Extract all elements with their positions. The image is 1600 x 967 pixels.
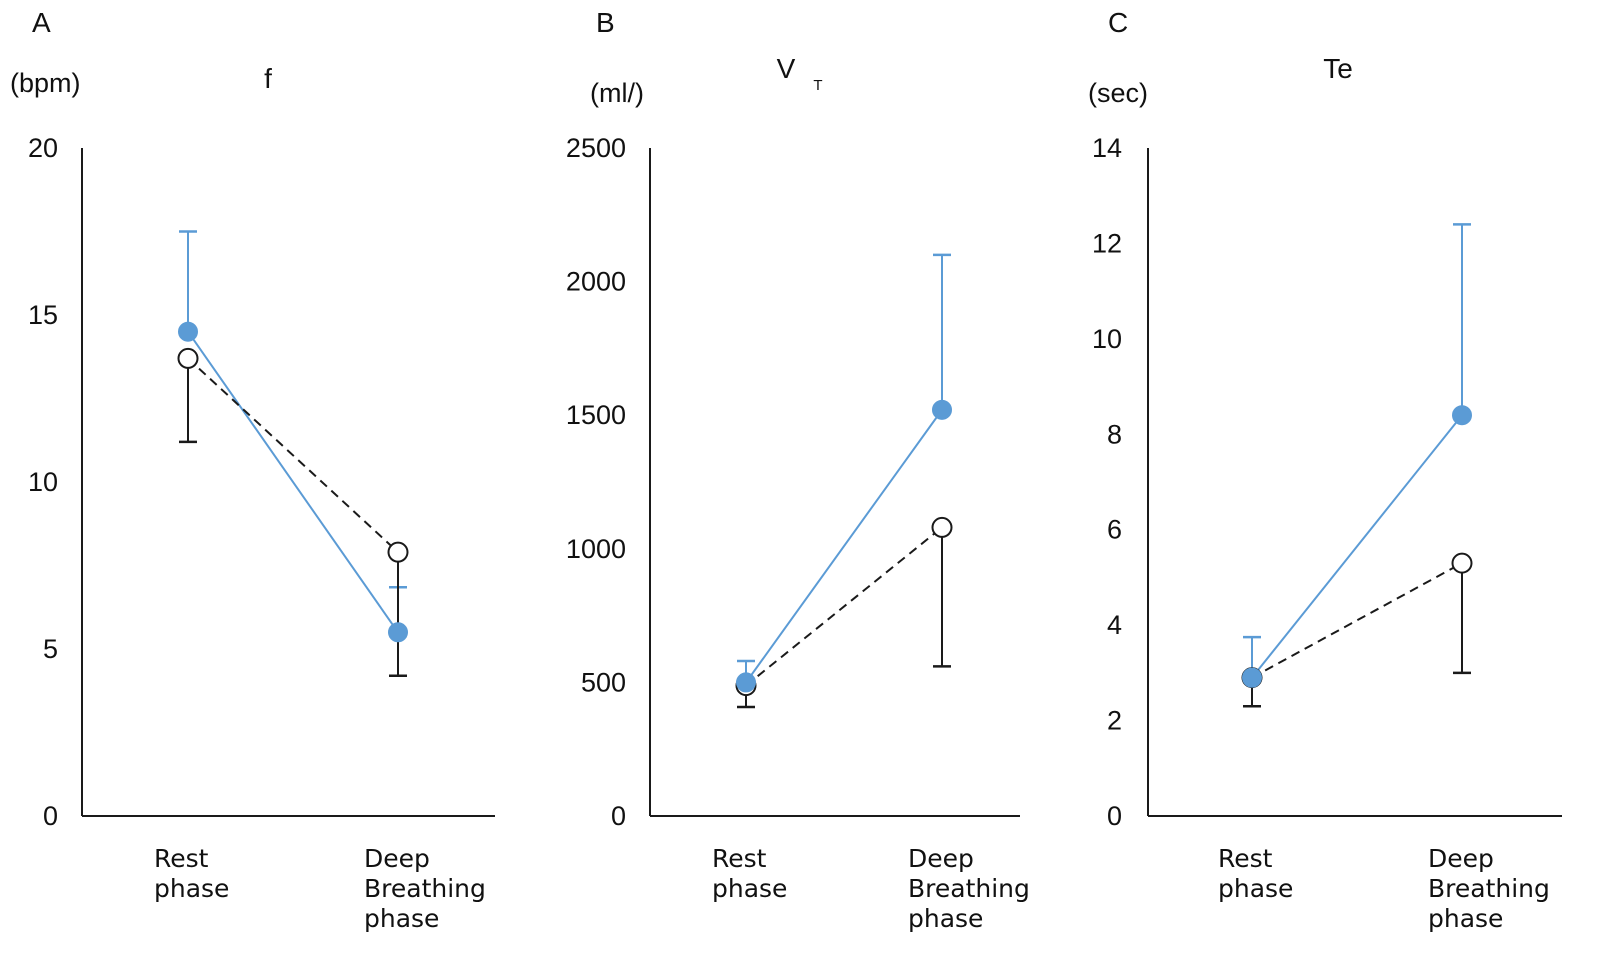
panel-letter: B bbox=[596, 7, 615, 38]
data-point-filled bbox=[1452, 405, 1472, 426]
y-tick-label: 14 bbox=[1092, 133, 1122, 163]
data-point-filled bbox=[1242, 667, 1262, 688]
series-line-open bbox=[745, 526, 943, 687]
x-category-label: Breathing bbox=[908, 874, 1030, 903]
y-axis-unit-label: (sec) bbox=[1088, 78, 1148, 108]
x-category-label: phase bbox=[1218, 874, 1293, 903]
panel-letter: A bbox=[32, 7, 51, 38]
x-category-label: phase bbox=[364, 904, 439, 933]
y-tick-label: 15 bbox=[28, 300, 58, 330]
y-tick-label: 5 bbox=[43, 634, 58, 664]
y-axis-unit-label: (bpm) bbox=[10, 68, 81, 98]
x-category-label: Breathing bbox=[1428, 874, 1550, 903]
x-category-label: Deep bbox=[1428, 844, 1494, 873]
series-line-open bbox=[1251, 562, 1463, 679]
panel-title: Te bbox=[1323, 53, 1353, 84]
panel-title-subscript: T bbox=[813, 77, 822, 94]
series-line-filled bbox=[187, 331, 399, 633]
data-point-open bbox=[931, 516, 953, 538]
y-tick-label: 2500 bbox=[566, 133, 626, 163]
y-tick-label: 2 bbox=[1107, 706, 1122, 736]
x-category-label: Deep bbox=[908, 844, 974, 873]
x-category-label: Breathing bbox=[364, 874, 486, 903]
panel-title: f bbox=[264, 63, 272, 94]
y-tick-label: 1500 bbox=[566, 400, 626, 430]
data-point-filled bbox=[932, 399, 952, 420]
x-category-label: phase bbox=[154, 874, 229, 903]
panel-title: V bbox=[777, 53, 796, 84]
x-category-label: phase bbox=[1428, 904, 1503, 933]
x-category-label: Rest bbox=[712, 844, 767, 873]
y-tick-label: 12 bbox=[1092, 228, 1122, 258]
y-tick-label: 500 bbox=[581, 667, 626, 697]
data-point-filled bbox=[178, 321, 198, 342]
y-tick-label: 1000 bbox=[566, 534, 626, 564]
x-category-label: phase bbox=[712, 874, 787, 903]
y-tick-label: 4 bbox=[1107, 610, 1122, 640]
x-category-label: Deep bbox=[364, 844, 430, 873]
y-tick-label: 0 bbox=[1107, 801, 1122, 831]
data-point-open bbox=[387, 541, 409, 563]
y-tick-label: 20 bbox=[28, 133, 58, 163]
data-point-open bbox=[177, 347, 199, 369]
series-line-filled bbox=[1251, 414, 1463, 679]
y-tick-label: 0 bbox=[611, 801, 626, 831]
y-axis-unit-label: (ml/) bbox=[590, 78, 644, 108]
y-tick-label: 8 bbox=[1107, 419, 1122, 449]
x-category-label: Rest bbox=[1218, 844, 1273, 873]
data-point-filled bbox=[736, 672, 756, 693]
data-point-open bbox=[1451, 552, 1473, 574]
series-line-filled bbox=[745, 409, 943, 683]
y-tick-label: 10 bbox=[1092, 324, 1122, 354]
y-tick-label: 10 bbox=[28, 467, 58, 497]
series-line-open bbox=[187, 357, 399, 553]
y-tick-label: 0 bbox=[43, 801, 58, 831]
x-category-label: phase bbox=[908, 904, 983, 933]
y-tick-label: 2000 bbox=[566, 267, 626, 297]
x-category-label: Rest bbox=[154, 844, 209, 873]
data-point-filled bbox=[388, 622, 408, 643]
panel-letter: C bbox=[1108, 7, 1128, 38]
y-tick-label: 6 bbox=[1107, 515, 1122, 545]
